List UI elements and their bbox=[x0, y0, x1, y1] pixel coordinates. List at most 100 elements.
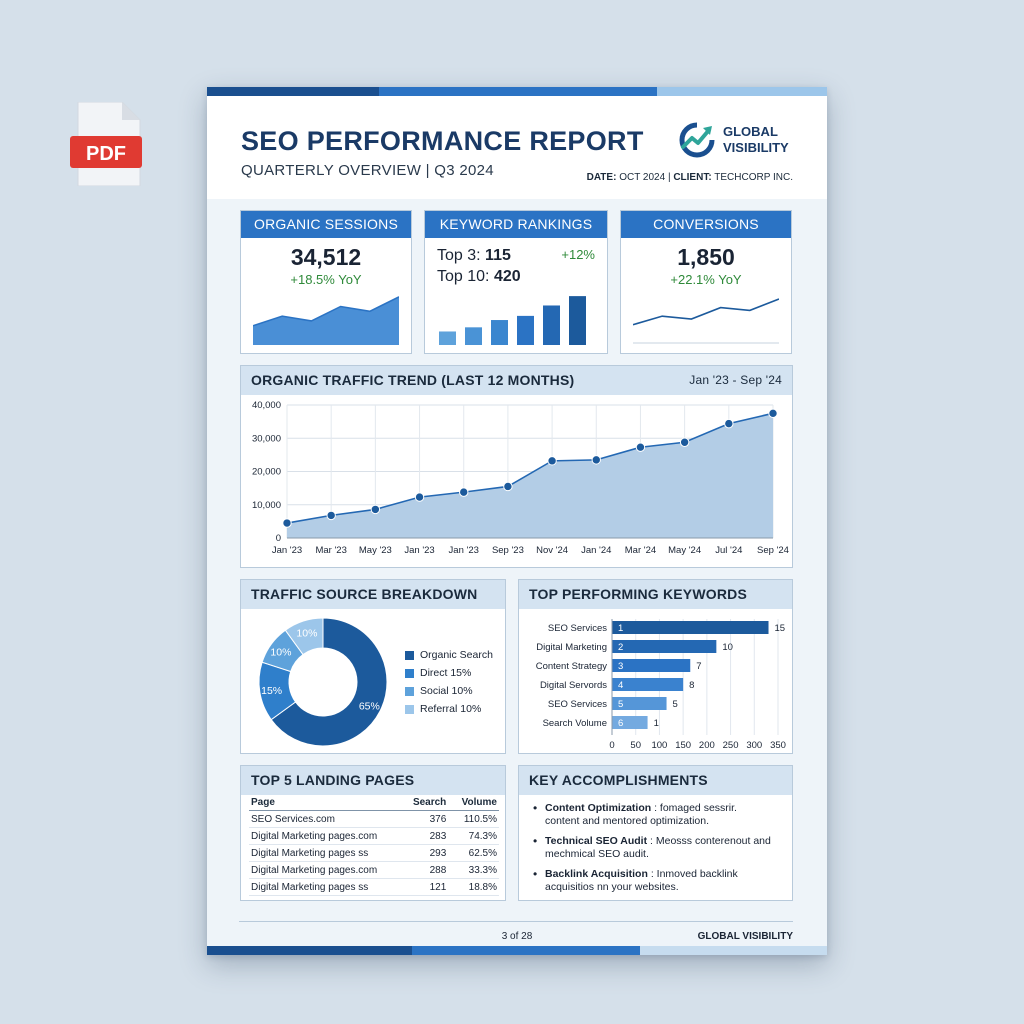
kpi-title: CONVERSIONS bbox=[621, 211, 791, 238]
x-tick-label: Nov '24 bbox=[536, 545, 568, 556]
data-point bbox=[459, 487, 469, 497]
value-label: 1 bbox=[654, 718, 659, 729]
value-label: 8 bbox=[689, 680, 694, 691]
report-subtitle: QUARTERLY OVERVIEW | Q3 2024 bbox=[241, 162, 494, 179]
value-label: 7 bbox=[696, 661, 701, 672]
table-row[interactable]: SEO Services.com 376 110.5% bbox=[249, 810, 499, 828]
col-search: Search bbox=[403, 794, 453, 811]
table-row[interactable]: Digital Marketing pages ss 293 62.5% bbox=[249, 844, 499, 862]
slice-label: 15% bbox=[261, 685, 282, 697]
data-point bbox=[414, 492, 425, 502]
item-text: : fomaged sessrir. content and mentored … bbox=[545, 802, 737, 827]
page-number: 3 of 28 bbox=[501, 931, 533, 942]
organic-sparkline bbox=[253, 296, 399, 345]
x-tick-label: 250 bbox=[723, 740, 739, 751]
ranking-bar bbox=[439, 331, 456, 345]
volume-cell: 62.5% bbox=[452, 844, 499, 862]
legend-item: Referral 10% bbox=[405, 700, 493, 718]
legend-label: Organic Search bbox=[420, 649, 493, 661]
x-tick-label: Jan '23 bbox=[272, 545, 302, 556]
traffic-trend-card: ORGANIC TRAFFIC TREND (LAST 12 MONTHS) J… bbox=[240, 365, 793, 568]
conversions-sparkline bbox=[633, 298, 779, 344]
x-tick-label: 150 bbox=[675, 740, 691, 751]
x-tick-label: 350 bbox=[770, 740, 786, 751]
x-tick-label: Jul '24 bbox=[715, 545, 742, 556]
col-page: Page bbox=[249, 794, 404, 811]
trend-date-range: Jan '23 - Sep '24 bbox=[689, 373, 782, 387]
y-tick-label: 30,000 bbox=[252, 433, 281, 444]
ranking-bar bbox=[543, 305, 560, 345]
x-tick-label: 0 bbox=[609, 740, 614, 751]
keyword-bar bbox=[612, 697, 667, 710]
data-point bbox=[635, 442, 646, 452]
rank-label: 4 bbox=[618, 680, 623, 691]
footer-divider bbox=[239, 921, 793, 922]
trend-header: ORGANIC TRAFFIC TREND (LAST 12 MONTHS) J… bbox=[241, 366, 792, 395]
x-tick-label: Mar '23 bbox=[315, 545, 346, 556]
volume-cell: 18.8% bbox=[452, 878, 499, 896]
trend-title: ORGANIC TRAFFIC TREND (LAST 12 MONTHS) bbox=[251, 372, 575, 388]
landing-pages-title: TOP 5 LANDING PAGES bbox=[241, 766, 505, 795]
y-tick-label: 40,000 bbox=[252, 400, 281, 411]
data-point bbox=[282, 518, 292, 528]
page-cell: SEO Services.com bbox=[249, 810, 404, 828]
top-stripe bbox=[207, 87, 827, 96]
legend-label: Social 10% bbox=[420, 685, 473, 697]
data-point bbox=[679, 437, 690, 447]
ranking-bar bbox=[517, 315, 534, 345]
volume-cell: 33.3% bbox=[452, 861, 499, 879]
legend-label: Referral 10% bbox=[420, 703, 482, 715]
pdf-file-icon[interactable]: PDF bbox=[70, 102, 144, 186]
kpi-card-keyword-rankings: KEYWORD RANKINGS Top 3: 115 Top 10: 420 … bbox=[424, 210, 608, 354]
top10-value: 420 bbox=[493, 268, 521, 285]
volume-cell: 74.3% bbox=[452, 827, 499, 845]
report-title: SEO PERFORMANCE REPORT bbox=[241, 126, 644, 156]
page-body: SEO PERFORMANCE REPORT QUARTERLY OVERVIE… bbox=[207, 96, 827, 946]
rank-label: 5 bbox=[618, 699, 623, 710]
x-tick-label: May '23 bbox=[359, 545, 392, 556]
landing-pages-card: TOP 5 LANDING PAGES Page Search Volume S… bbox=[240, 765, 506, 901]
page-cell: Digital Marketing pages.com bbox=[249, 861, 404, 879]
rank-label: 6 bbox=[618, 718, 623, 729]
legend-item: Organic Search bbox=[405, 646, 493, 664]
search-cell: 376 bbox=[403, 810, 453, 828]
table-row[interactable]: Digital Marketing pages ss 121 18.8% bbox=[249, 878, 499, 896]
search-cell: 293 bbox=[403, 844, 453, 862]
sparkline-area bbox=[253, 296, 399, 345]
slice-label: 10% bbox=[270, 646, 291, 658]
kpi-delta: +18.5% YoY bbox=[290, 272, 362, 287]
item-heading: Technical SEO Audit bbox=[545, 835, 648, 847]
client-label: CLIENT: bbox=[673, 172, 712, 183]
list-item: Technical SEO Audit : Meosss conterenout… bbox=[533, 835, 773, 861]
rank-label: 1 bbox=[618, 623, 623, 634]
traffic-source-title: TRAFFIC SOURCE BREAKDOWN bbox=[241, 580, 505, 609]
keyword-bar bbox=[612, 659, 691, 672]
search-cell: 283 bbox=[403, 827, 453, 845]
list-item: Content Optimization : fomaged sessrir. … bbox=[533, 802, 773, 828]
ranking-bar bbox=[569, 296, 586, 345]
keyword-label: Search Volume bbox=[543, 718, 607, 729]
pdf-label: PDF bbox=[86, 143, 126, 165]
keyword-label: SEO Services bbox=[548, 699, 607, 710]
rank-label: 2 bbox=[618, 642, 623, 653]
value-label: 10 bbox=[722, 642, 733, 653]
data-point bbox=[547, 456, 557, 466]
top-keywords-title: TOP PERFORMING KEYWORDS bbox=[519, 580, 792, 609]
page-cell: Digital Marketing pages ss bbox=[249, 878, 404, 896]
table-row[interactable]: Digital Marketing pages.com 288 33.3% bbox=[249, 861, 499, 879]
donut-legend: Organic Search Direct 15% Social 10% Referr… bbox=[405, 646, 493, 718]
traffic-source-donut: 65% 15% 10% 10% bbox=[258, 617, 388, 747]
x-tick-label: Sep '24 bbox=[757, 545, 789, 556]
table-row[interactable]: Digital Marketing pages.com 283 74.3% bbox=[249, 827, 499, 845]
kpi-delta: +12% bbox=[561, 247, 595, 262]
client-value: TECHCORP INC. bbox=[714, 172, 793, 183]
top10-label: Top 10: bbox=[437, 268, 490, 285]
keyword-label: Content Strategy bbox=[536, 661, 608, 672]
x-tick-label: May '24 bbox=[668, 545, 701, 556]
ranking-bar bbox=[491, 320, 508, 345]
legend-swatch bbox=[405, 668, 414, 678]
top3-rankings: Top 3: 115 bbox=[437, 247, 511, 265]
x-tick-label: Jan '24 bbox=[581, 545, 611, 556]
traffic-source-card: TRAFFIC SOURCE BREAKDOWN 65% 15% 10% 10% Or… bbox=[240, 579, 506, 754]
